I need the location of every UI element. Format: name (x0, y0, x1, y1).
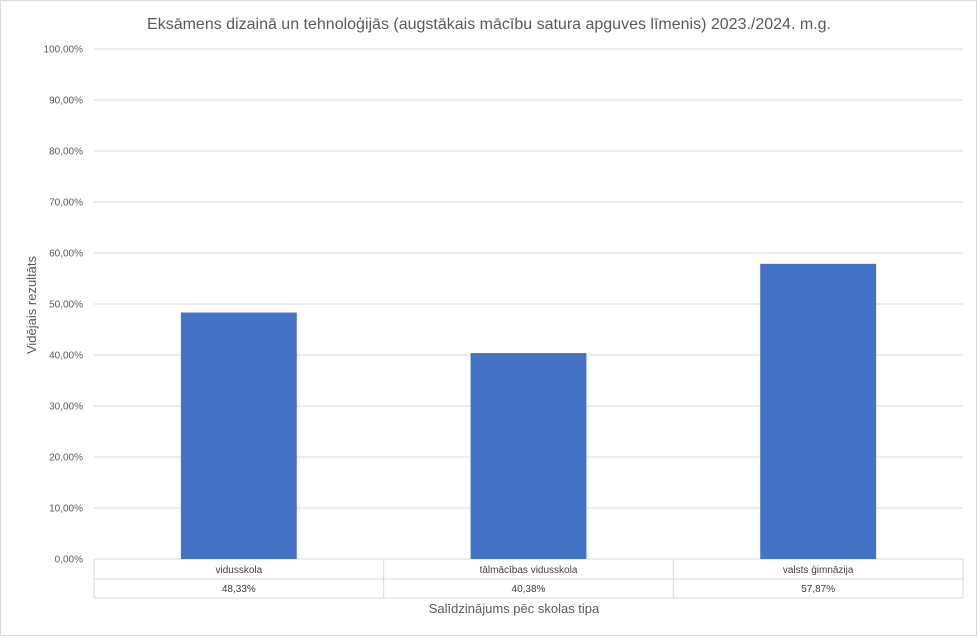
value-label: 48,33% (222, 584, 256, 595)
chart-title: Eksāmens dizainā un tehnoloģijās (augstā… (147, 15, 831, 33)
y-tick-label: 20,00% (49, 453, 83, 464)
y-tick-label: 100,00% (44, 45, 84, 56)
value-label: 57,87% (801, 584, 835, 595)
y-tick-label: 90,00% (49, 96, 83, 107)
y-axis-label: Vidējais rezultāts (24, 255, 39, 354)
x-axis-label: Salīdzinājums pēc skolas tipa (429, 601, 600, 616)
y-tick-label: 50,00% (49, 300, 83, 311)
y-tick-label: 30,00% (49, 402, 83, 413)
category-label: valsts ģimnāzija (783, 563, 854, 576)
category-label: vidusskola (215, 565, 262, 576)
bars (180, 263, 877, 559)
category-label: tālmācības vidusskola (480, 565, 578, 576)
bar-2 (470, 353, 587, 559)
y-tick-label: 60,00% (49, 249, 83, 260)
y-tick-label: 80,00% (49, 147, 83, 158)
y-tick-label: 10,00% (49, 504, 83, 515)
data-table: vidusskola 48,33% tālmācības vidusskola 40,… (93, 559, 964, 599)
y-tick-label: 40,00% (49, 351, 83, 362)
bar-3 (760, 263, 877, 559)
y-axis-ticks: 0,00% 10,00% 20,00% 30,00% 40,00% 50,00% 60,00… (44, 45, 84, 566)
y-tick-label: 70,00% (49, 198, 83, 209)
y-tick-label: 0,00% (55, 555, 83, 566)
value-label: 40,38% (512, 584, 546, 595)
bar-1 (180, 312, 297, 559)
